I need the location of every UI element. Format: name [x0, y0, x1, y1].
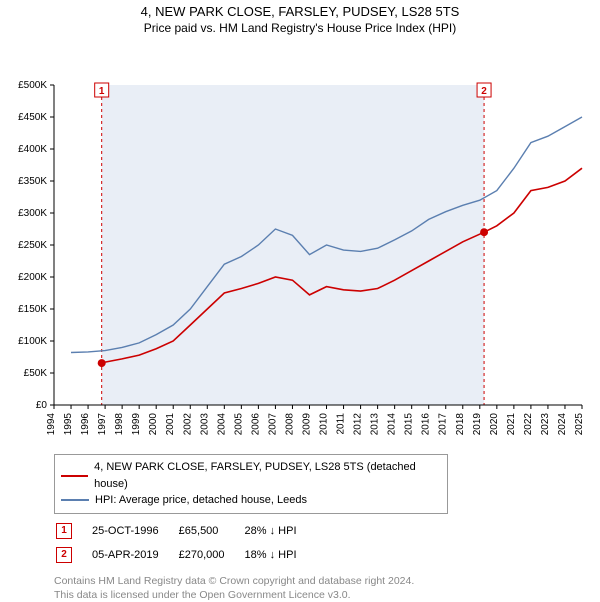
footer-line-1: Contains HM Land Registry data © Crown c…	[54, 574, 600, 588]
x-tick-label: 2014	[387, 413, 398, 436]
x-tick-label: 2006	[250, 413, 261, 436]
x-tick-label: 2002	[182, 413, 193, 436]
marker-price: £270,000	[179, 544, 243, 566]
footer: Contains HM Land Registry data © Crown c…	[54, 574, 600, 602]
y-tick-label: £200K	[18, 272, 47, 283]
x-tick-label: 2012	[353, 413, 364, 436]
x-tick-label: 2000	[148, 413, 159, 436]
x-tick-label: 2018	[455, 413, 466, 436]
legend-row-2: HPI: Average price, detached house, Leed…	[61, 492, 441, 509]
x-tick-label: 2001	[165, 413, 176, 436]
footer-line-2: This data is licensed under the Open Gov…	[54, 588, 600, 602]
x-tick-label: 2008	[284, 413, 295, 436]
x-tick-label: 2020	[489, 413, 500, 436]
shaded-band	[102, 85, 484, 405]
series-marker	[98, 359, 106, 367]
x-tick-label: 2003	[199, 413, 210, 436]
x-tick-label: 2005	[233, 413, 244, 436]
x-tick-label: 1995	[63, 413, 74, 436]
x-tick-label: 1994	[46, 413, 57, 436]
chart-svg: £0 £50K £100K £150K £200K £250K £300K £350K £400…	[0, 35, 600, 445]
marker-table: 1 25-OCT-1996£65,50028% ↓ HPI 2 05-APR-2019…	[54, 518, 317, 568]
x-tick-label: 1999	[131, 413, 142, 436]
x-tick-label: 2015	[404, 413, 415, 436]
series-marker	[480, 228, 488, 236]
marker-label-text: 1	[99, 86, 105, 97]
y-tick-label: £100K	[18, 336, 47, 347]
marker-delta: 18% ↓ HPI	[245, 544, 315, 566]
legend-label-price-paid: 4, NEW PARK CLOSE, FARSLEY, PUDSEY, LS28…	[94, 459, 441, 492]
legend-swatch-price-paid	[61, 475, 88, 477]
y-tick-label: £300K	[18, 208, 47, 219]
title-line-2: Price paid vs. HM Land Registry's House …	[0, 21, 600, 35]
y-tick-label: £350K	[18, 176, 47, 187]
title-line-1: 4, NEW PARK CLOSE, FARSLEY, PUDSEY, LS28…	[0, 4, 600, 19]
marker-delta: 28% ↓ HPI	[245, 520, 315, 542]
x-tick-label: 2007	[267, 413, 278, 436]
x-tick-label: 2011	[336, 413, 347, 435]
marker-price: £65,500	[179, 520, 243, 542]
legend-swatch-hpi	[61, 499, 89, 501]
x-tick-label: 2022	[523, 413, 534, 436]
x-tick-label: 1996	[80, 413, 91, 436]
x-tick-label: 2013	[370, 413, 381, 436]
x-tick-label: 2010	[319, 413, 330, 436]
x-tick-label: 2017	[438, 413, 449, 436]
y-tick-label: £400K	[18, 144, 47, 155]
y-tick-label: £450K	[18, 112, 47, 123]
marker-id-box: 2	[56, 547, 72, 563]
x-tick-label: 2021	[506, 413, 517, 436]
y-tick-label: £150K	[18, 304, 47, 315]
x-tick-label: 2025	[574, 413, 585, 436]
chart-container: 4, NEW PARK CLOSE, FARSLEY, PUDSEY, LS28…	[0, 0, 600, 602]
marker-date: 05-APR-2019	[92, 544, 177, 566]
y-tick-label: £0	[36, 400, 48, 411]
x-tick-label: 2019	[472, 413, 483, 436]
y-tick-label: £500K	[18, 80, 47, 91]
titles: 4, NEW PARK CLOSE, FARSLEY, PUDSEY, LS28…	[0, 0, 600, 35]
x-tick-label: 2023	[540, 413, 551, 436]
x-tick-label: 2009	[301, 413, 312, 436]
x-tick-label: 1997	[97, 413, 108, 436]
y-tick-label: £250K	[18, 240, 47, 251]
x-tick-label: 2024	[557, 413, 568, 436]
marker-date: 25-OCT-1996	[92, 520, 177, 542]
marker-label-text: 2	[481, 86, 487, 97]
x-tick-label: 1998	[114, 413, 125, 436]
marker-row: 2 05-APR-2019£270,00018% ↓ HPI	[56, 544, 315, 566]
legend-label-hpi: HPI: Average price, detached house, Leed…	[95, 492, 307, 509]
chart-area: £0 £50K £100K £150K £200K £250K £300K £350K £400…	[0, 35, 600, 448]
x-tick-label: 2004	[216, 413, 227, 436]
legend-row-1: 4, NEW PARK CLOSE, FARSLEY, PUDSEY, LS28…	[61, 459, 441, 492]
legend-box: 4, NEW PARK CLOSE, FARSLEY, PUDSEY, LS28…	[54, 454, 448, 514]
y-tick-label: £50K	[24, 368, 48, 379]
marker-id-box: 1	[56, 523, 72, 539]
marker-row: 1 25-OCT-1996£65,50028% ↓ HPI	[56, 520, 315, 542]
x-tick-label: 2016	[421, 413, 432, 436]
